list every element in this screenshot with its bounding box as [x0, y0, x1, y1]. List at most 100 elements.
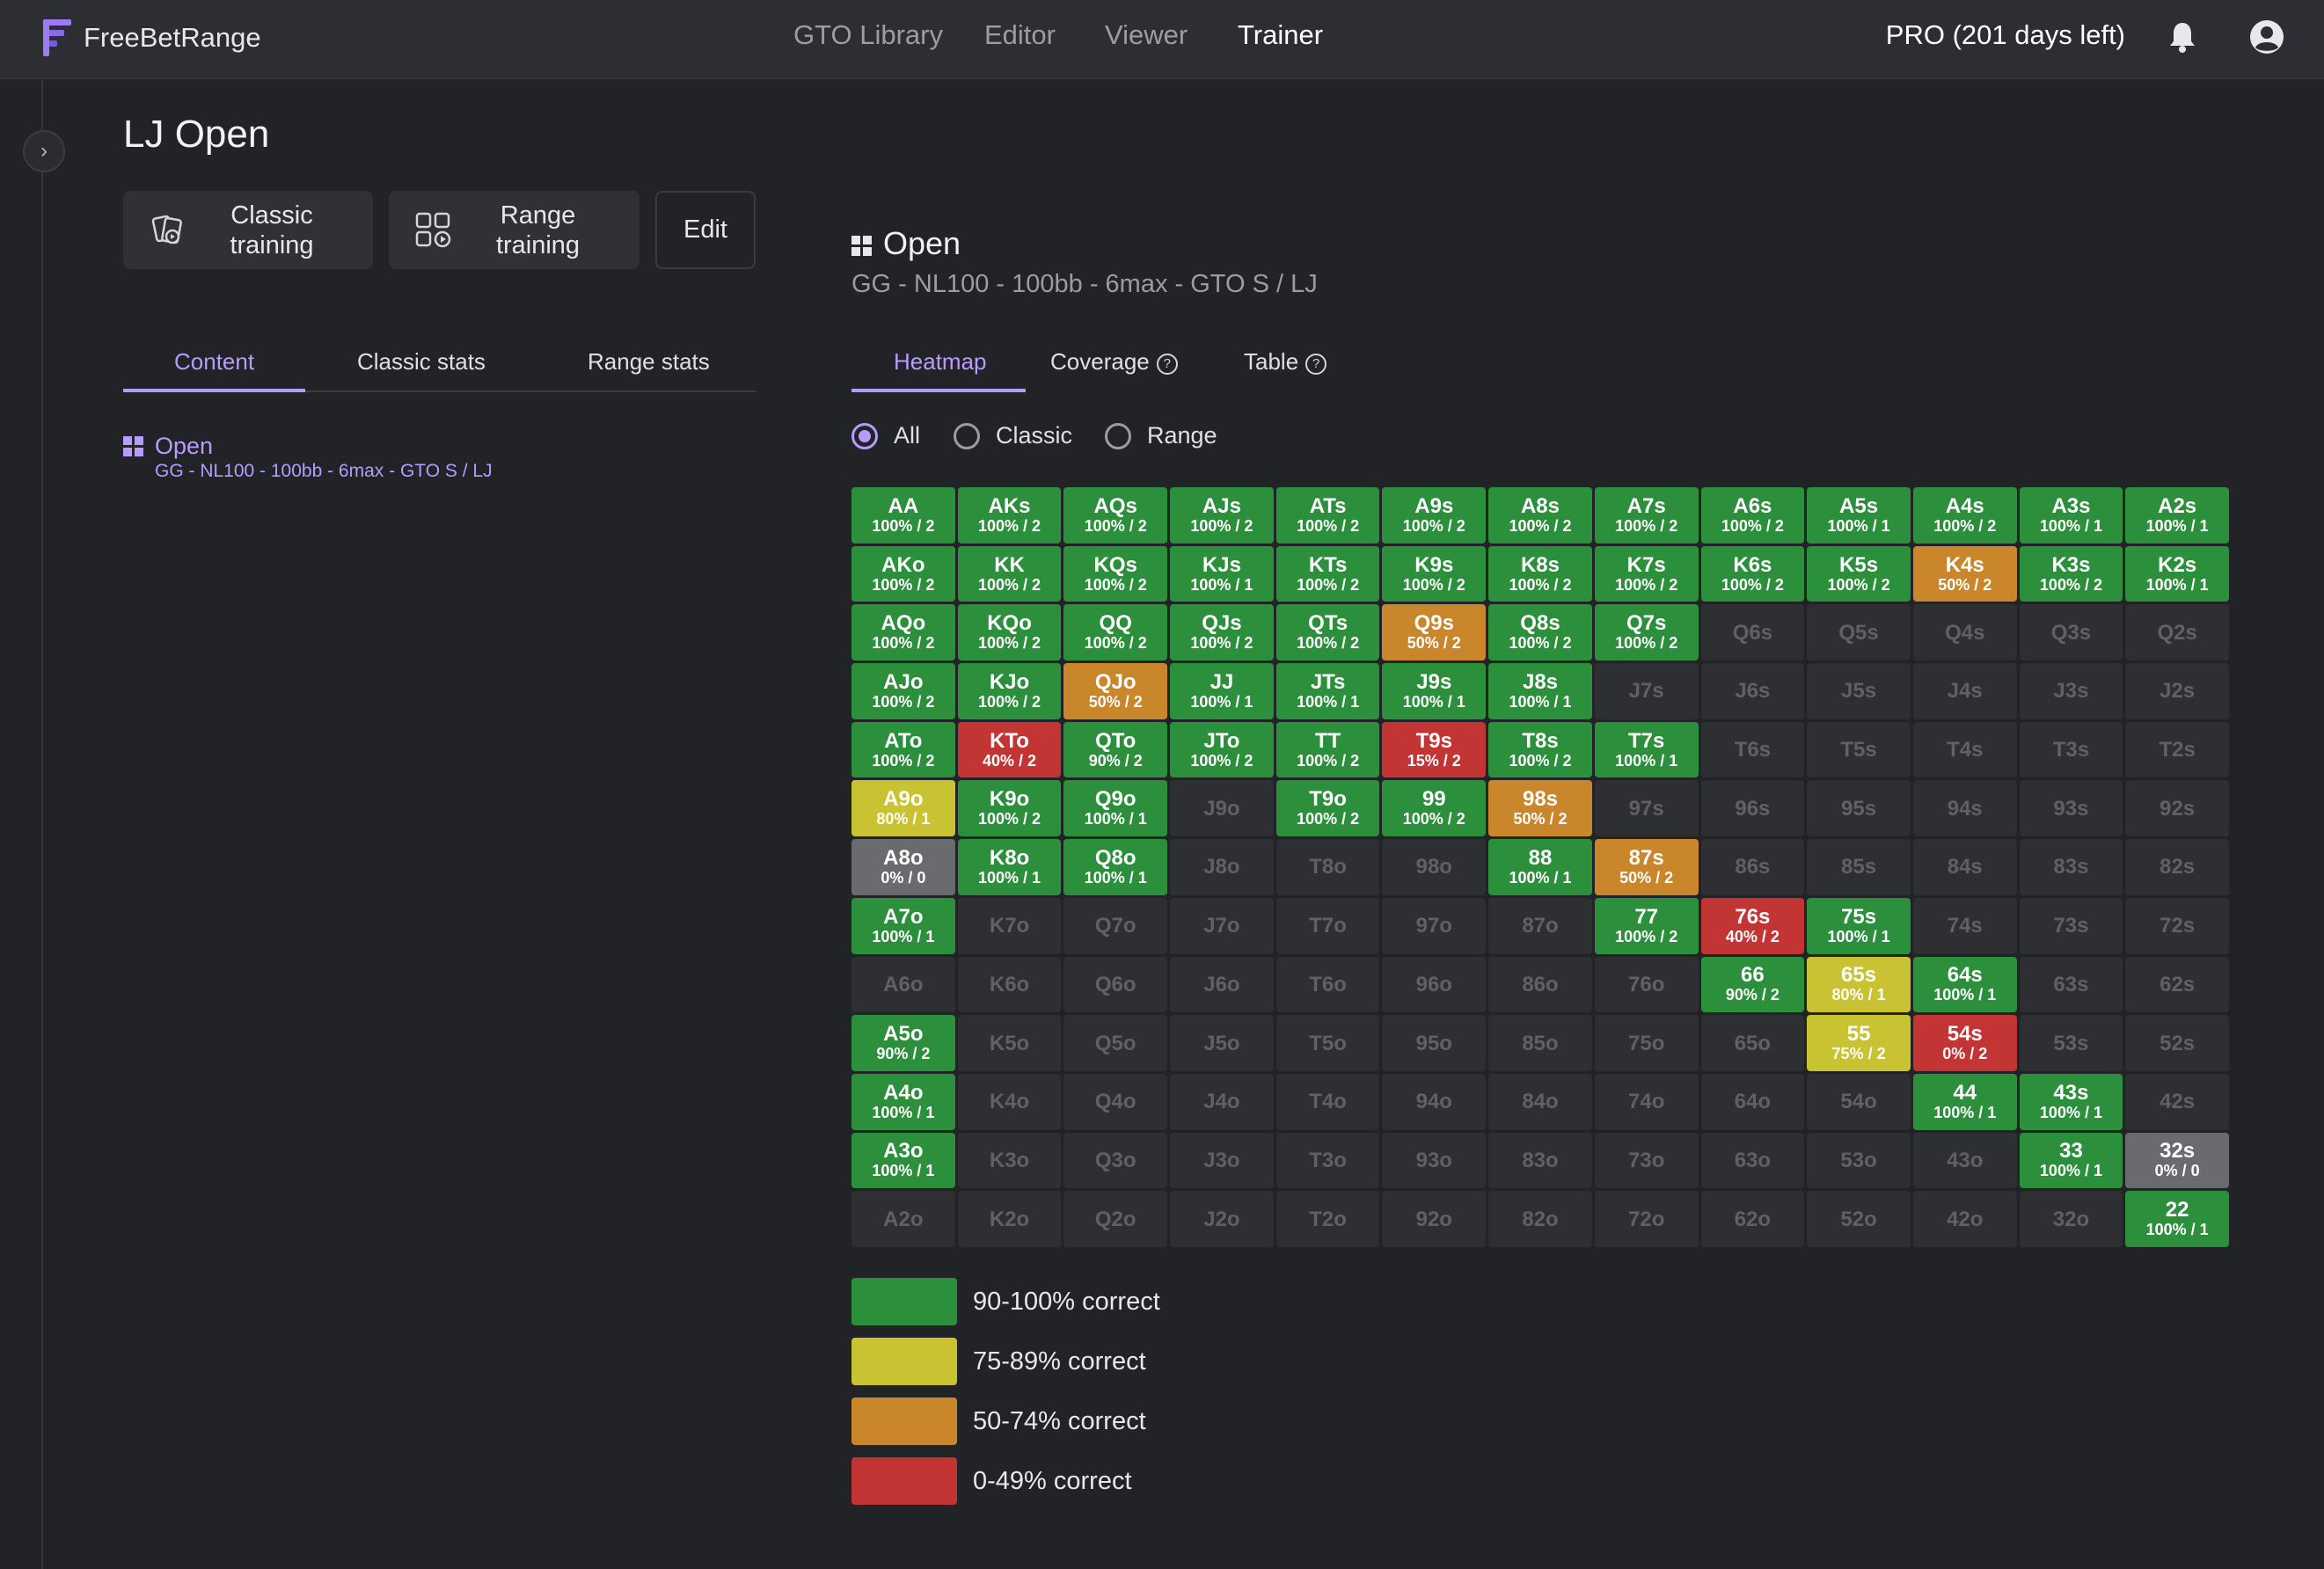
hand-cell[interactable]: QTs 100% / 2: [1275, 604, 1380, 661]
hand-cell[interactable]: Q6o: [1063, 956, 1168, 1013]
range-training-button[interactable]: Range training: [389, 191, 639, 269]
tab-table[interactable]: Table?: [1244, 348, 1327, 376]
hand-cell[interactable]: 53o: [1807, 1132, 1911, 1189]
expand-sidebar-button[interactable]: ›: [23, 130, 65, 172]
hand-cell[interactable]: 92s: [2125, 780, 2229, 837]
hand-cell[interactable]: 64o: [1700, 1073, 1805, 1130]
hand-cell[interactable]: K4s 50% / 2: [1912, 545, 2017, 602]
hand-cell[interactable]: T7s 100% / 1: [1594, 721, 1699, 778]
radio-all[interactable]: All: [851, 422, 920, 449]
hand-cell[interactable]: 98o: [1382, 839, 1487, 895]
hand-cell[interactable]: K9o 100% / 2: [957, 780, 1062, 837]
hand-cell[interactable]: A4s 100% / 2: [1912, 487, 2017, 544]
hand-cell[interactable]: 62s: [2125, 956, 2229, 1013]
hand-cell[interactable]: JTo 100% / 2: [1170, 721, 1274, 778]
bell-icon[interactable]: [2167, 19, 2198, 55]
hand-cell[interactable]: A7o 100% / 1: [851, 897, 955, 954]
hand-cell[interactable]: 74s: [1912, 897, 2017, 954]
hand-cell[interactable]: 84o: [1488, 1073, 1592, 1130]
hand-cell[interactable]: 55 75% / 2: [1807, 1015, 1911, 1071]
hand-cell[interactable]: A3s 100% / 1: [2019, 487, 2123, 544]
hand-cell[interactable]: 72s: [2125, 897, 2229, 954]
hand-cell[interactable]: 73s: [2019, 897, 2123, 954]
hand-cell[interactable]: T4s: [1912, 721, 2017, 778]
classic-training-button[interactable]: Classic training: [123, 191, 373, 269]
hand-cell[interactable]: A7s 100% / 2: [1594, 487, 1699, 544]
hand-cell[interactable]: Q3s: [2019, 604, 2123, 661]
hand-cell[interactable]: K2o: [957, 1191, 1062, 1247]
hand-cell[interactable]: J5o: [1170, 1015, 1274, 1071]
hand-cell[interactable]: Q3o: [1063, 1132, 1168, 1189]
tab-coverage[interactable]: Coverage?: [1050, 348, 1178, 376]
hand-cell[interactable]: 98s 50% / 2: [1488, 780, 1592, 837]
hand-cell[interactable]: K9s 100% / 2: [1382, 545, 1487, 602]
hand-cell[interactable]: 92o: [1382, 1191, 1487, 1247]
hand-cell[interactable]: ATs 100% / 2: [1275, 487, 1380, 544]
hand-cell[interactable]: T9s 15% / 2: [1382, 721, 1487, 778]
hand-cell[interactable]: 95o: [1382, 1015, 1487, 1071]
hand-cell[interactable]: 66 90% / 2: [1700, 956, 1805, 1013]
hand-cell[interactable]: KTo 40% / 2: [957, 721, 1062, 778]
hand-cell[interactable]: K5s 100% / 2: [1807, 545, 1911, 602]
hand-cell[interactable]: A9s 100% / 2: [1382, 487, 1487, 544]
hand-cell[interactable]: A5o 90% / 2: [851, 1015, 955, 1071]
hand-cell[interactable]: J9s 100% / 1: [1382, 663, 1487, 719]
hand-cell[interactable]: 33 100% / 1: [2019, 1132, 2123, 1189]
hand-cell[interactable]: 85o: [1488, 1015, 1592, 1071]
hand-cell[interactable]: 83s: [2019, 839, 2123, 895]
hand-cell[interactable]: 65o: [1700, 1015, 1805, 1071]
hand-cell[interactable]: K3s 100% / 2: [2019, 545, 2123, 602]
hand-cell[interactable]: AJs 100% / 2: [1170, 487, 1274, 544]
hand-cell[interactable]: Q4s: [1912, 604, 2017, 661]
hand-cell[interactable]: K8o 100% / 1: [957, 839, 1062, 895]
hand-cell[interactable]: 88 100% / 1: [1488, 839, 1592, 895]
hand-cell[interactable]: J5s: [1807, 663, 1911, 719]
hand-cell[interactable]: 77 100% / 2: [1594, 897, 1699, 954]
tab-heatmap[interactable]: Heatmap: [894, 348, 987, 375]
hand-cell[interactable]: Q7s 100% / 2: [1594, 604, 1699, 661]
hand-cell[interactable]: 93s: [2019, 780, 2123, 837]
hand-cell[interactable]: K6s 100% / 2: [1700, 545, 1805, 602]
hand-cell[interactable]: 82s: [2125, 839, 2229, 895]
hand-cell[interactable]: AKs 100% / 2: [957, 487, 1062, 544]
hand-cell[interactable]: 84s: [1912, 839, 2017, 895]
hand-cell[interactable]: 63s: [2019, 956, 2123, 1013]
hand-cell[interactable]: QTo 90% / 2: [1063, 721, 1168, 778]
hand-cell[interactable]: 86s: [1700, 839, 1805, 895]
hand-cell[interactable]: 73o: [1594, 1132, 1699, 1189]
hand-cell[interactable]: A2o: [851, 1191, 955, 1247]
hand-cell[interactable]: T7o: [1275, 897, 1380, 954]
hand-cell[interactable]: Q8o 100% / 1: [1063, 839, 1168, 895]
hand-cell[interactable]: T8o: [1275, 839, 1380, 895]
hand-cell[interactable]: J2s: [2125, 663, 2229, 719]
help-icon[interactable]: ?: [1156, 354, 1178, 375]
nav-editor[interactable]: Editor: [984, 19, 1056, 50]
hand-cell[interactable]: 83o: [1488, 1132, 1592, 1189]
tab-content[interactable]: Content: [174, 348, 255, 375]
hand-cell[interactable]: KJo 100% / 2: [957, 663, 1062, 719]
edit-button[interactable]: Edit: [655, 191, 756, 269]
hand-cell[interactable]: 94s: [1912, 780, 2017, 837]
radio-classic[interactable]: Classic: [954, 422, 1072, 449]
hand-cell[interactable]: K4o: [957, 1073, 1062, 1130]
hand-cell[interactable]: 94o: [1382, 1073, 1487, 1130]
subscription-status[interactable]: PRO (201 days left): [1885, 19, 2125, 50]
hand-cell[interactable]: 64s 100% / 1: [1912, 956, 2017, 1013]
hand-cell[interactable]: A5s 100% / 1: [1807, 487, 1911, 544]
hand-cell[interactable]: JJ 100% / 1: [1170, 663, 1274, 719]
hand-cell[interactable]: 53s: [2019, 1015, 2123, 1071]
hand-cell[interactable]: J8s 100% / 1: [1488, 663, 1592, 719]
hand-cell[interactable]: 43s 100% / 1: [2019, 1073, 2123, 1130]
hand-cell[interactable]: 32s 0% / 0: [2125, 1132, 2229, 1189]
hand-cell[interactable]: Q9o 100% / 1: [1063, 780, 1168, 837]
hand-cell[interactable]: AJo 100% / 2: [851, 663, 955, 719]
hand-cell[interactable]: 75o: [1594, 1015, 1699, 1071]
hand-cell[interactable]: 87s 50% / 2: [1594, 839, 1699, 895]
hand-cell[interactable]: J7s: [1594, 663, 1699, 719]
hand-cell[interactable]: K5o: [957, 1015, 1062, 1071]
hand-cell[interactable]: AQo 100% / 2: [851, 604, 955, 661]
hand-cell[interactable]: T9o 100% / 2: [1275, 780, 1380, 837]
hand-cell[interactable]: 63o: [1700, 1132, 1805, 1189]
hand-cell[interactable]: A8o 0% / 0: [851, 839, 955, 895]
hand-cell[interactable]: 54s 0% / 2: [1912, 1015, 2017, 1071]
